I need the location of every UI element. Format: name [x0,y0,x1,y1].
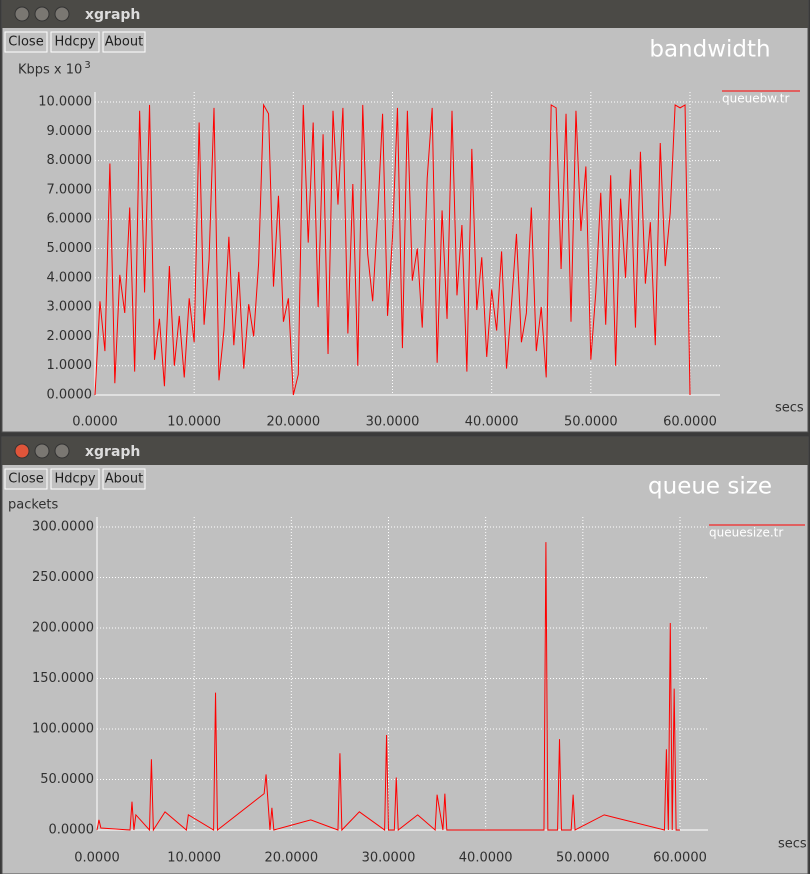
y-tick-label: 150.0000 [32,671,94,686]
y-tick-label: 3.0000 [47,300,93,315]
window-frame [1,436,809,874]
chart-title: queue size [648,474,772,500]
x-tick-label: 40.0000 [459,851,513,866]
y-axis-exponent: 3 [84,60,90,71]
button-label[interactable]: About [105,35,143,50]
y-tick-label: 250.0000 [32,570,94,585]
window-control[interactable] [14,6,30,22]
x-tick-label: 30.0000 [366,415,420,430]
x-tick-label: 30.0000 [362,851,416,866]
data-line [94,103,691,396]
legend-label: queuesize.tr [709,526,783,540]
y-tick-label: 0.0000 [49,823,95,838]
y-tick-label: 4.0000 [47,270,93,285]
button[interactable] [50,31,100,53]
x-tick-label: 0.0000 [72,415,118,430]
title-bar [2,437,808,465]
y-tick-label: 7.0000 [47,182,93,197]
y-tick-label: 8.0000 [47,153,93,168]
x-tick-label: 0.0000 [74,851,120,866]
window-control[interactable] [34,443,50,459]
button[interactable] [50,468,100,490]
x-tick-label: 20.0000 [264,851,318,866]
button[interactable] [102,31,146,53]
data-line [96,542,680,832]
button-label[interactable]: Hdcpy [54,472,95,487]
y-tick-label: 100.0000 [32,722,94,737]
button[interactable] [102,468,146,490]
y-axis-label: packets [8,498,59,513]
y-tick-label: 10.0000 [38,95,92,110]
y-tick-label: 2.0000 [47,329,93,344]
legend-label: queuebw.tr [722,92,789,106]
button[interactable] [4,468,48,490]
button[interactable] [4,31,48,53]
button-label[interactable]: Close [8,472,43,487]
y-tick-label: 6.0000 [47,212,93,227]
x-tick-label: 50.0000 [556,851,610,866]
y-tick-label: 1.0000 [47,358,93,373]
window-title: xgraph [85,7,140,23]
y-tick-label: 0.0000 [47,388,93,403]
y-tick-label: 200.0000 [32,621,94,636]
x-tick-label: 40.0000 [465,415,519,430]
window-control[interactable] [34,6,50,22]
x-axis-label: secs [775,401,804,416]
x-tick-label: 60.0000 [653,851,707,866]
chart-title: bandwidth [649,37,770,63]
window-control[interactable] [14,443,30,459]
window-title: xgraph [85,444,140,460]
y-axis-label: Kbps x 10 [18,63,82,78]
y-tick-label: 5.0000 [47,241,93,256]
y-tick-label: 9.0000 [47,124,93,139]
button-label[interactable]: Hdcpy [54,35,95,50]
x-tick-label: 50.0000 [564,415,618,430]
title-bar [2,0,808,28]
x-tick-label: 60.0000 [663,415,717,430]
window-control[interactable] [54,6,70,22]
button-label[interactable]: About [105,472,143,487]
x-tick-label: 10.0000 [167,851,221,866]
button-label[interactable]: Close [8,35,43,50]
x-tick-label: 20.0000 [266,415,320,430]
x-axis-label: secs [778,837,807,852]
x-tick-label: 10.0000 [167,415,221,430]
y-tick-label: 50.0000 [40,772,94,787]
window-control[interactable] [54,443,70,459]
y-tick-label: 300.0000 [32,520,94,535]
